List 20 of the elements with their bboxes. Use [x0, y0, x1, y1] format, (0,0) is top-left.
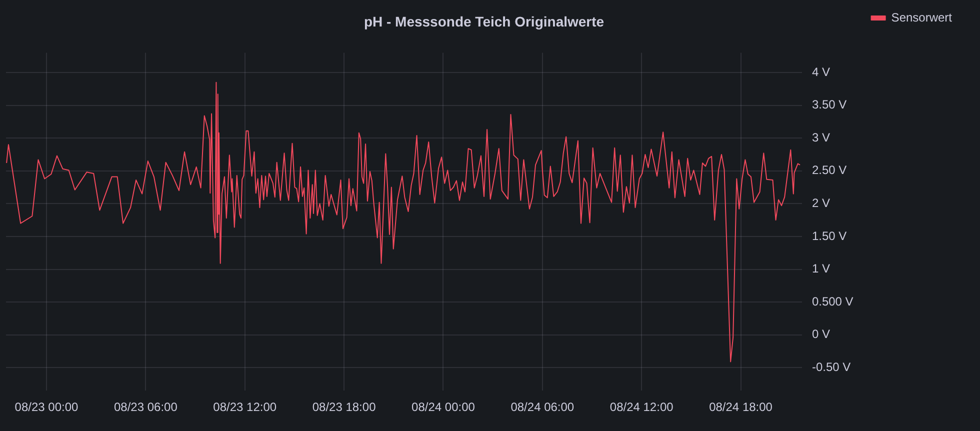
x-tick-label: 08/24 06:00 [510, 400, 574, 414]
x-tick-label: 08/24 18:00 [709, 400, 773, 414]
y-tick-label: 2 V [812, 196, 830, 210]
y-tick-label: 4 V [812, 64, 830, 79]
x-tick-label: 08/23 18:00 [312, 400, 376, 414]
y-tick-label: 0.500 V [812, 294, 854, 308]
y-tick-label: -0.50 V [812, 360, 851, 374]
x-tick-label: 08/23 12:00 [213, 400, 277, 414]
x-tick-label: 08/24 00:00 [412, 400, 476, 414]
y-tick-label: 1 V [812, 262, 830, 276]
y-tick-label: 1.50 V [812, 228, 847, 243]
x-tick-label: 08/23 00:00 [14, 400, 79, 414]
y-tick-label: 3 V [812, 130, 830, 144]
legend-label: Sensorwert [891, 10, 953, 24]
x-tick-label: 08/23 06:00 [114, 400, 178, 414]
x-tick-label: 08/24 12:00 [610, 400, 674, 414]
chart-title: pH - Messsonde Teich Originalwerte [364, 13, 604, 30]
y-tick-label: 3.50 V [812, 98, 847, 112]
y-tick-label: 2.50 V [812, 163, 847, 178]
y-tick-label: 0 V [812, 327, 830, 342]
